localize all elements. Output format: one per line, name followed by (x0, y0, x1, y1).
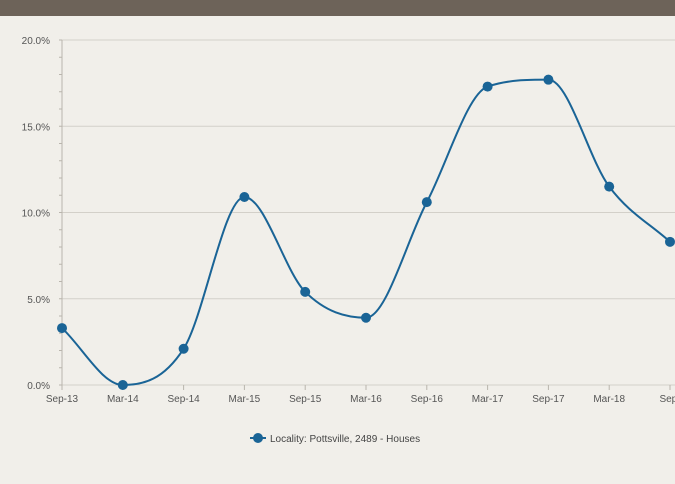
series-line-layer (61, 78, 671, 386)
grid-lines (59, 39, 675, 386)
y-tick-label: 5.0% (27, 295, 50, 306)
legend-point-marker (253, 433, 263, 443)
data-point[interactable] (117, 380, 128, 390)
x-tick-label: Sep-13 (46, 394, 79, 405)
data-point[interactable] (178, 343, 189, 354)
legend[interactable]: Locality: Pottsville, 2489 - Houses (250, 433, 420, 445)
y-tick-label: 20.0% (22, 36, 50, 47)
x-tick-label: Sep-15 (289, 394, 322, 405)
line-chart: 0.0%5.0%10.0%15.0%20.0% Sep-13 Mar-14 Sep-… (22, 36, 675, 445)
y-tick-label: 0.0% (27, 381, 50, 392)
data-point[interactable] (421, 197, 432, 208)
header-bar (0, 0, 675, 16)
x-tick-label: Mar-15 (229, 394, 261, 405)
series-points (57, 74, 675, 390)
x-tick-label: Sep-14 (167, 394, 200, 405)
data-point[interactable] (361, 312, 371, 323)
series-line (61, 78, 671, 386)
x-tick-label: Sep- (659, 394, 675, 405)
y-tick-label: 10.0% (22, 209, 50, 220)
data-point[interactable] (604, 181, 615, 192)
y-axis-ticks: 0.0% 5.0% 10.0% 15.0% 20.0% (22, 36, 50, 392)
data-point[interactable] (239, 191, 250, 202)
data-point[interactable] (543, 74, 554, 85)
data-point[interactable] (665, 236, 675, 247)
x-tick-label: Sep-16 (411, 394, 444, 405)
chart-container: 0.0% 5.0% 10.0% 15.0% 20.0% Sep-13 Mar-14 Sep-… (0, 16, 675, 479)
data-point[interactable] (482, 81, 493, 92)
x-axis-ticks: Sep-13 Mar-14 Sep-14 Mar-15 Sep-15 Mar-16 Sep-… (46, 385, 675, 405)
x-tick-label: Sep-17 (532, 394, 565, 405)
x-tick-label: Mar-18 (593, 394, 625, 405)
x-tick-label: Mar-17 (472, 394, 504, 405)
x-tick-label: Mar-16 (350, 394, 382, 405)
y-tick-label: 15.0% (22, 122, 50, 133)
legend-label: Locality: Pottsville, 2489 - Houses (270, 434, 420, 445)
x-tick-label: Mar-14 (107, 394, 139, 405)
data-point[interactable] (57, 323, 67, 334)
data-point[interactable] (300, 286, 311, 297)
